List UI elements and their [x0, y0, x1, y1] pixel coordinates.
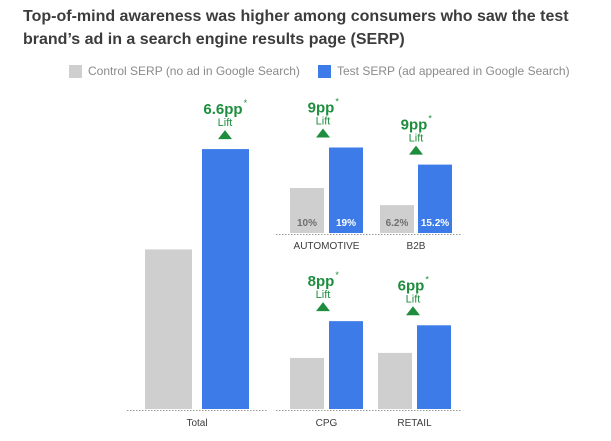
lift-arrow-icon [316, 128, 330, 138]
bar-test-retail [417, 325, 451, 409]
lift-label-total: Lift [218, 117, 233, 129]
legend-label-test: Test SERP (ad appeared in Google Search) [337, 64, 570, 78]
bar-control-b2b [380, 205, 414, 233]
bar-control-cpg [290, 357, 324, 409]
lift-note-b2b: * [428, 114, 432, 124]
lift-value-automotive: 9pp [308, 100, 335, 117]
chart-title: Top-of-mind awareness was higher among c… [23, 8, 569, 48]
data-label-control-automotive: 10% [297, 218, 317, 229]
lift-label-retail: Lift [406, 293, 421, 305]
legend-swatch-control [69, 64, 82, 78]
lift-note-total: * [244, 98, 248, 108]
category-label-automotive: AUTOMOTIVE [294, 241, 360, 252]
data-label-control-b2b: 6.2% [386, 218, 409, 229]
bar-test-cpg [329, 321, 363, 409]
lift-arrow-icon [218, 130, 232, 140]
bar-test-total [202, 149, 249, 409]
lift-note-automotive: * [335, 97, 339, 107]
legend-swatch-test [318, 64, 331, 78]
lift-label-automotive: Lift [316, 116, 331, 128]
lift-note-cpg: * [335, 270, 339, 280]
lift-value-total: 6.6pp [203, 101, 242, 118]
lift-arrow-icon [409, 145, 423, 155]
lift-label-b2b: Lift [409, 133, 424, 145]
bar-control-retail [378, 352, 412, 409]
bar-test-b2b [418, 164, 452, 233]
legend-item-control: Control SERP (no ad in Google Search) [69, 64, 300, 78]
lift-value-retail: 6pp [398, 277, 425, 294]
bar-control-total [145, 249, 192, 409]
data-label-test-automotive: 19% [336, 218, 356, 229]
legend-label-control: Control SERP (no ad in Google Search) [88, 64, 300, 78]
data-label-test-b2b: 15.2% [421, 218, 449, 229]
category-label-retail: RETAIL [397, 418, 432, 429]
lift-value-cpg: 8pp [308, 273, 335, 290]
bar-test-automotive [329, 147, 363, 233]
lift-arrow-icon [316, 302, 330, 312]
bar-control-automotive [290, 188, 324, 233]
category-label-b2b: B2B [407, 241, 426, 252]
lift-value-b2b: 9pp [401, 117, 428, 134]
category-label-total: Total [186, 418, 207, 429]
category-label-cpg: CPG [316, 418, 338, 429]
lift-label-cpg: Lift [316, 289, 331, 301]
lift-arrow-icon [406, 306, 420, 316]
lift-note-retail: * [425, 274, 429, 284]
legend-item-test: Test SERP (ad appeared in Google Search) [318, 64, 570, 78]
